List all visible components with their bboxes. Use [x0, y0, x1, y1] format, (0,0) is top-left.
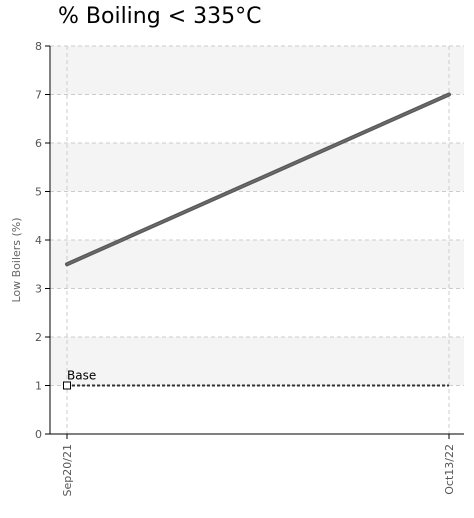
base-label: Base: [67, 369, 96, 383]
y-axis-title: Low Boilers (%): [10, 217, 23, 302]
y-tick-label: 4: [35, 234, 42, 247]
base-marker: [63, 381, 71, 390]
y-tick-label: 5: [35, 186, 42, 199]
series-layer: [65, 92, 451, 267]
y-tick-label: 0: [35, 428, 42, 441]
band-7-8: [51, 46, 464, 95]
band-1-2: [51, 337, 464, 386]
x-tick-label: Oct13/22: [443, 444, 456, 495]
y-tick-label: 2: [35, 331, 42, 344]
y-tick-label: 1: [35, 380, 42, 393]
y-tick-label: 7: [35, 89, 42, 102]
annotations-layer: Base: [63, 369, 449, 390]
y-tick-label: 3: [35, 283, 42, 296]
tick-labels-layer: 0 1 2 3 4 5 6 7 8 Sep20/21 Oct13/22 Low Boilers (%): [10, 40, 456, 496]
y-tick-label: 6: [35, 137, 42, 150]
background-bands: [51, 46, 464, 386]
trend-line-highlight: [66, 94, 450, 265]
axes: [45, 45, 464, 439]
band-3-4: [51, 240, 464, 289]
chart-title: % Boiling < 335°C: [58, 4, 262, 29]
band-5-6: [51, 143, 464, 192]
x-tick-label: Sep20/21: [61, 444, 74, 496]
y-tick-label: 8: [35, 40, 42, 53]
